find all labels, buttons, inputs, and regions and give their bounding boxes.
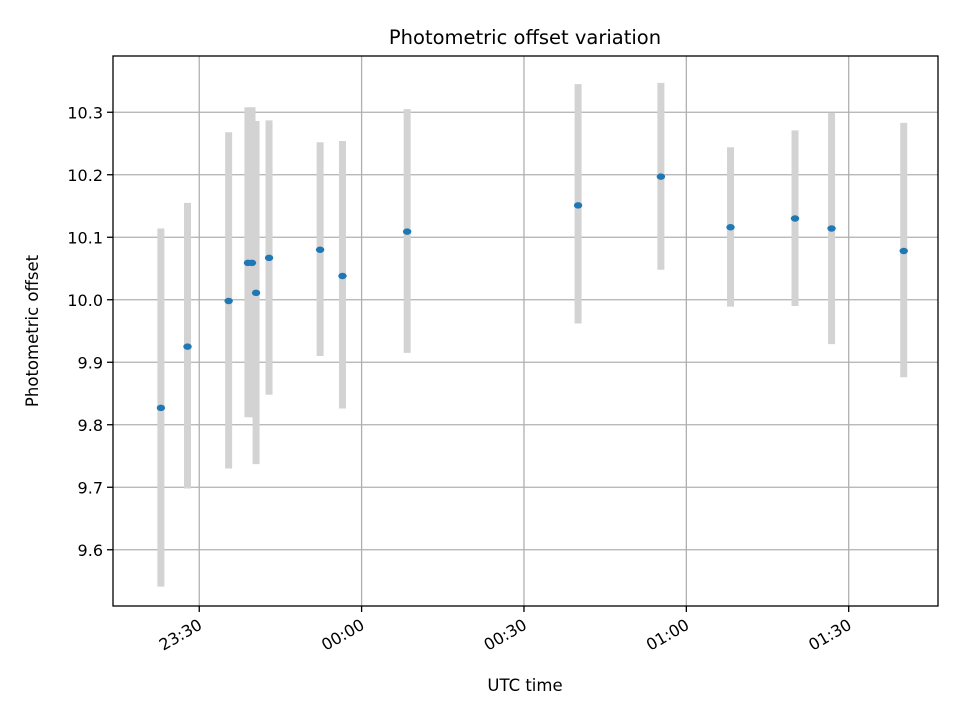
- plot-frame: [112, 55, 939, 607]
- data-point: [315, 246, 325, 253]
- y-tick-label: 10.2: [67, 166, 103, 185]
- data-point: [726, 224, 735, 231]
- data-point: [247, 259, 257, 267]
- y-tick-label: 10.3: [67, 103, 103, 122]
- chart-title: Photometric offset variation: [389, 26, 661, 49]
- data-point: [264, 254, 274, 262]
- data-point: [251, 289, 261, 297]
- data-point: [338, 272, 347, 280]
- data-point: [402, 228, 412, 235]
- y-axis-title: Photometric offset: [23, 254, 42, 407]
- data-point: [790, 215, 800, 222]
- y-tick-label: 9.9: [78, 353, 103, 372]
- data-point: [899, 247, 908, 255]
- data-point: [183, 343, 192, 350]
- y-tick-label: 9.8: [78, 416, 103, 435]
- y-tick-label: 9.7: [78, 478, 103, 497]
- data-point: [156, 404, 166, 412]
- data-markers: [156, 173, 908, 412]
- data-point: [573, 202, 583, 209]
- data-point: [656, 173, 666, 180]
- y-tick-label: 10.0: [67, 291, 103, 310]
- x-axis-title: UTC time: [487, 676, 562, 695]
- y-tick-label: 9.6: [78, 541, 103, 560]
- y-tick-label: 10.1: [67, 228, 103, 247]
- y-axis: 9.6 9.7 9.8 9.9 10.0 10.1 10.2 10.3: [67, 103, 113, 560]
- data-point: [827, 225, 836, 232]
- data-point: [224, 297, 233, 305]
